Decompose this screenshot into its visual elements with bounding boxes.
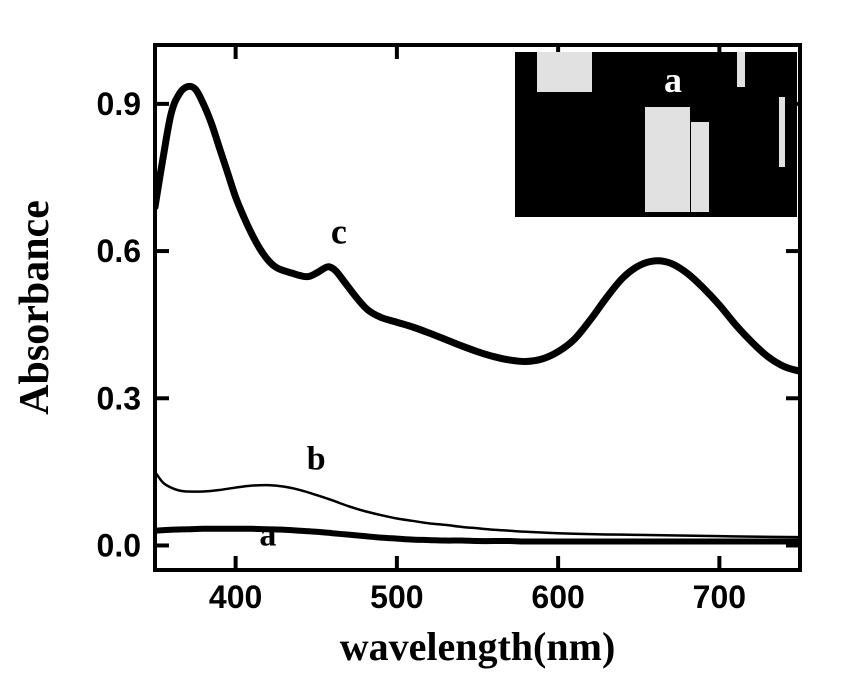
inset-photo: a: [515, 52, 797, 217]
y-tick-label: 0.3: [97, 380, 141, 416]
x-tick-label: 700: [693, 579, 746, 615]
y-tick-label: 0.9: [97, 86, 141, 122]
series-c-label: c: [331, 212, 347, 252]
y-tick-label: 0.6: [97, 233, 141, 269]
inset-light-region-3: [691, 122, 709, 212]
inset-light-region-2: [737, 52, 745, 87]
absorbance-spectrum-chart: 400 500 600 700 0.0 0.3 0.6 0.9 wavelength(nm) Ab…: [0, 0, 848, 688]
series-a-label: a: [259, 516, 276, 553]
inset-label: a: [664, 60, 682, 100]
x-tick-label: 600: [531, 579, 584, 615]
x-tick-label: 500: [370, 579, 423, 615]
y-axis-label: Absorbance: [12, 200, 58, 415]
inset-light-region-0: [537, 52, 592, 92]
inset-light-region-4: [779, 97, 785, 167]
y-tick-label: 0.0: [97, 527, 141, 563]
x-axis-label: wavelength(nm): [340, 624, 616, 669]
series-b-label: b: [307, 440, 326, 477]
chart-svg: 400 500 600 700 0.0 0.3 0.6 0.9 wavelength(nm) Ab…: [0, 0, 848, 688]
inset-light-region-1: [645, 107, 690, 212]
x-tick-label: 400: [209, 579, 262, 615]
